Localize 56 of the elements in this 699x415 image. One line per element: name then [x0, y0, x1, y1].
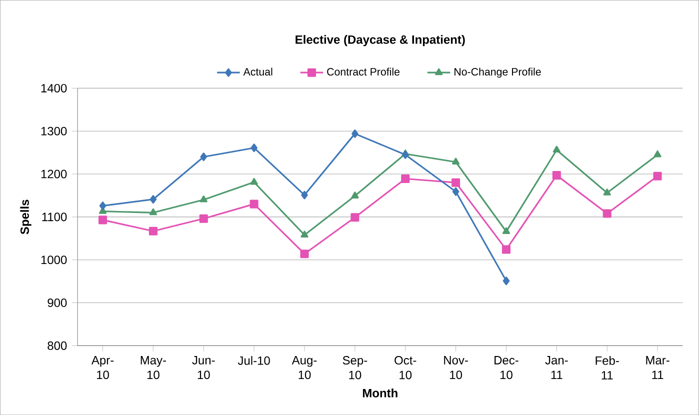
x-axis-title: Month — [362, 388, 398, 398]
x-tick-label: Aug-10 — [292, 356, 317, 379]
point — [653, 172, 662, 180]
point — [452, 187, 460, 196]
point — [502, 245, 510, 254]
x-tick-label: Feb-11 — [596, 356, 619, 380]
y-axis-title: Spells — [20, 200, 32, 234]
y-tick-label: 1300 — [41, 126, 67, 136]
point — [552, 146, 560, 152]
y-tick-label: 1000 — [41, 255, 67, 264]
point — [502, 227, 510, 234]
y-tick-label: 1200 — [41, 170, 67, 178]
legend-label: Actual — [243, 68, 272, 76]
y-tick-label: 1400 — [41, 84, 67, 92]
point — [199, 214, 208, 223]
point — [552, 170, 561, 180]
point — [401, 174, 410, 183]
point — [603, 188, 611, 196]
point — [402, 150, 409, 159]
point — [99, 201, 106, 210]
legend-label: Contract Profile — [327, 68, 400, 76]
point — [300, 249, 309, 258]
point — [300, 230, 308, 238]
point — [350, 212, 360, 222]
point — [250, 200, 258, 208]
y-tick-label: 800 — [48, 341, 67, 350]
point — [200, 152, 208, 162]
point — [502, 276, 510, 286]
point — [150, 194, 157, 204]
point — [301, 190, 308, 200]
y-tick-label: 900 — [48, 298, 67, 307]
point — [352, 129, 358, 138]
point — [148, 226, 158, 236]
x-tick-label: Mar-11 — [646, 356, 670, 379]
y-tick-label: 1100 — [42, 212, 67, 222]
x-tick-label: Oct-10 — [394, 356, 416, 380]
x-tick-label: May-10 — [140, 356, 166, 379]
point — [149, 208, 157, 216]
x-tick-label: Jan-11 — [545, 356, 568, 379]
point — [250, 178, 258, 185]
legend-label: No-Change Profile — [454, 68, 541, 78]
point — [452, 158, 460, 164]
point — [654, 150, 662, 158]
point — [351, 192, 359, 198]
x-tick-label: Jun-10 — [192, 356, 215, 379]
x-tick-label: Jul-10 — [238, 356, 270, 365]
point — [452, 178, 460, 187]
x-tick-label: Nov-10 — [444, 356, 468, 379]
x-tick-label: Sep-10 — [342, 356, 368, 380]
point — [200, 195, 208, 202]
point — [98, 216, 108, 224]
point — [250, 143, 258, 152]
point — [602, 209, 612, 218]
x-tick-label: Apr-10 — [91, 356, 114, 379]
chart-title: Elective (Daycase & Inpatient) — [296, 34, 465, 46]
x-tick-label: Dec-10 — [494, 356, 518, 379]
